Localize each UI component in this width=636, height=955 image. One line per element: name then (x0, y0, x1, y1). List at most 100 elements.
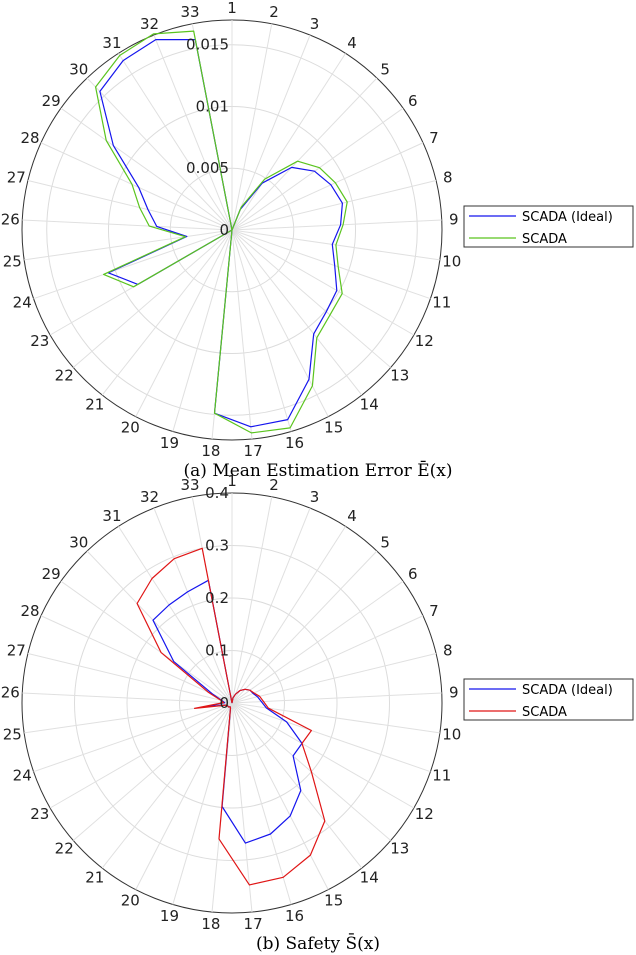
angle-tick-label: 12 (415, 805, 434, 823)
grid-spoke (231, 23, 273, 231)
grid-spoke (231, 229, 431, 300)
radial-tick-label: 0.2 (205, 589, 229, 607)
series-layer (136, 547, 326, 886)
angle-tick-label: 23 (30, 332, 49, 350)
grid-spoke (231, 77, 378, 231)
legend-entry-scada-ideal: SCADA (Ideal) (522, 210, 613, 225)
angle-tick-label: 7 (429, 602, 439, 620)
grid-spoke (231, 507, 311, 704)
grid-spoke (60, 580, 233, 704)
legend-entry-scada: SCADA (522, 232, 567, 247)
angle-tick-label: 22 (55, 839, 74, 857)
grid-spoke (101, 229, 233, 396)
angle-tick-label: 23 (30, 805, 49, 823)
grid-spoke (231, 692, 442, 704)
grid-spoke (231, 653, 437, 704)
radial-tick-labels: 0 0.1 0.2 0.3 0.4 (205, 484, 229, 712)
grid-spoke (231, 580, 404, 704)
angle-tick-label: 2 (269, 3, 279, 21)
grid-spoke (27, 653, 233, 704)
angle-tick-label: 3 (310, 15, 320, 33)
angle-tick-label: 30 (69, 60, 88, 78)
grid-spoke (231, 229, 392, 368)
grid-spoke (231, 526, 346, 704)
grid-spoke (231, 702, 440, 734)
angle-tick-labels: 1 234567891011121314151617181920212223242… (1, 0, 462, 460)
angle-tick-label: 33 (180, 476, 199, 494)
radial-tick-label: 0.1 (205, 642, 229, 660)
angle-tick-label: 10 (442, 726, 461, 744)
grid-spoke (22, 692, 233, 704)
angle-tick-label: 1 (227, 0, 237, 17)
grid-spoke (172, 229, 233, 432)
grid-spoke (86, 550, 233, 704)
legend: SCADA (Ideal) SCADA (463, 678, 634, 721)
angle-tick-label: 8 (443, 642, 453, 660)
angle-tick-label: 26 (1, 210, 20, 228)
angle-tick-label: 29 (42, 92, 61, 110)
angle-tick-label: 4 (347, 507, 357, 525)
angle-tick-label: 21 (85, 869, 104, 887)
grid-spoke (118, 526, 233, 704)
angle-tick-label: 32 (140, 15, 159, 33)
angle-tick-label: 19 (160, 907, 179, 925)
angle-tick-label: 13 (390, 366, 409, 384)
angle-tick-label: 15 (324, 418, 343, 436)
angle-tick-label: 11 (432, 767, 451, 785)
angle-tick-label: 9 (449, 210, 459, 228)
angle-tick-label: 17 (244, 915, 263, 933)
angle-tick-label: 14 (360, 869, 379, 887)
angle-tick-label: 12 (415, 332, 434, 350)
angle-tick-label: 9 (449, 683, 459, 701)
angle-tick-label: 15 (324, 891, 343, 909)
grid-spoke (231, 107, 404, 231)
angle-tick-label: 2 (269, 476, 279, 494)
angle-tick-label: 21 (85, 396, 104, 414)
grid-spoke (135, 702, 233, 890)
angle-tick-label: 20 (121, 418, 140, 436)
grid-spoke (33, 702, 233, 773)
grid-spoke (153, 507, 233, 704)
angle-tick-label: 24 (13, 767, 32, 785)
angle-tick-label: 28 (21, 602, 40, 620)
angle-tick-label: 5 (380, 60, 390, 78)
grid-spoke (231, 702, 292, 905)
grid-spoke (231, 615, 424, 704)
angle-tick-label: 31 (102, 34, 121, 52)
grid-spoke (231, 496, 273, 704)
grid-spoke (231, 702, 431, 773)
grid-spoke (231, 229, 292, 432)
grid-spoke (40, 142, 233, 231)
angle-tick-label: 16 (285, 907, 304, 925)
radial-tick-label: 0.015 (186, 36, 229, 54)
radial-tick-label: 0.005 (186, 159, 229, 177)
grid-spoke (231, 142, 424, 231)
angle-tick-label: 25 (3, 726, 22, 744)
caption-a: (a) Mean Estimation Error Ē(x) (184, 460, 453, 481)
angle-tick-label: 30 (69, 533, 88, 551)
polar-chart-safety: 00.10.20.30.4 1 2345678910111213141516171… (1, 472, 462, 933)
grid-spoke (231, 550, 378, 704)
angle-tick-label: 18 (201, 915, 220, 933)
angle-tick-label: 32 (140, 488, 159, 506)
angle-tick-label: 31 (102, 507, 121, 525)
angle-tick-label: 27 (7, 169, 26, 187)
grid-spoke (22, 219, 233, 231)
radial-tick-label: 0 (219, 694, 229, 712)
series-line-scada (94, 30, 348, 434)
angle-tick-label: 22 (55, 366, 74, 384)
angle-tick-label: 3 (310, 488, 320, 506)
angle-tick-label: 25 (3, 253, 22, 271)
grid-spoke (231, 229, 363, 396)
legend-entry-scada: SCADA (522, 705, 567, 720)
radial-tick-label: 0 (219, 221, 229, 239)
radial-tick-label: 0.01 (196, 97, 229, 115)
radial-tick-label: 0.4 (205, 484, 229, 502)
angle-tick-label: 6 (408, 92, 418, 110)
grid-spoke (60, 107, 233, 231)
angle-tick-label: 19 (160, 434, 179, 452)
grid-spoke (231, 180, 437, 231)
angle-tick-label: 26 (1, 683, 20, 701)
angle-tick-label: 11 (432, 294, 451, 312)
